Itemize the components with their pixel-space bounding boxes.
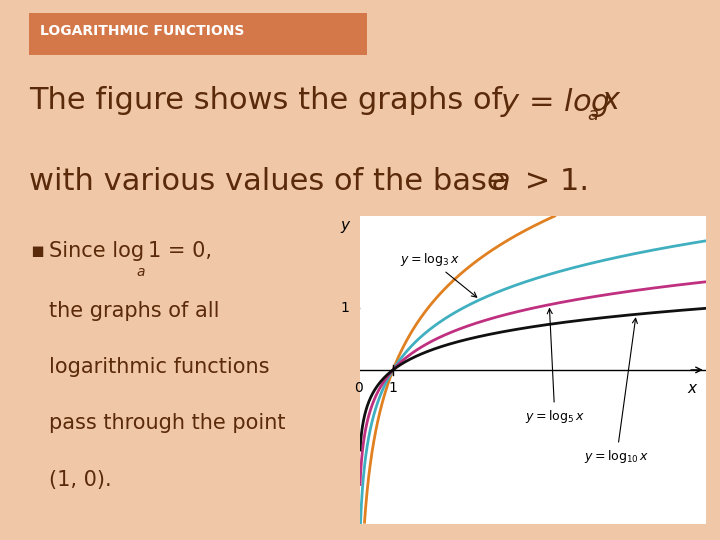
Text: 1: 1 [341,301,350,315]
Bar [29,13,367,55]
Text: ▪: ▪ [30,241,44,261]
Text: $y$ = log: $y$ = log [500,86,611,119]
Text: (1, 0).: (1, 0). [49,470,112,490]
Text: The figure shows the graphs of: The figure shows the graphs of [29,86,512,116]
Text: > 1.: > 1. [515,167,589,197]
Text: Since log: Since log [49,241,144,261]
Text: 0: 0 [354,381,363,395]
Text: $a$: $a$ [491,167,510,197]
Text: x: x [687,381,696,396]
Text: 1 = 0,: 1 = 0, [148,241,212,261]
Text: $a$: $a$ [587,106,598,124]
Text: logarithmic functions: logarithmic functions [49,357,269,377]
Text: a: a [137,265,145,279]
Text: $y = \log_2 x$: $y = \log_2 x$ [0,539,1,540]
Text: the graphs of all: the graphs of all [49,301,219,321]
Text: $y = \log_{10} x$: $y = \log_{10} x$ [584,318,649,464]
Text: pass through the point: pass through the point [49,413,285,433]
Text: with various values of the base: with various values of the base [29,167,516,197]
Text: LOGARITHMIC FUNCTIONS: LOGARITHMIC FUNCTIONS [40,24,244,38]
Text: $x$: $x$ [601,86,622,116]
Text: $y = \log_5 x$: $y = \log_5 x$ [525,309,585,424]
Text: $y = \log_3 x$: $y = \log_3 x$ [400,251,477,297]
Text: y: y [341,218,350,233]
Text: 1: 1 [389,381,397,395]
